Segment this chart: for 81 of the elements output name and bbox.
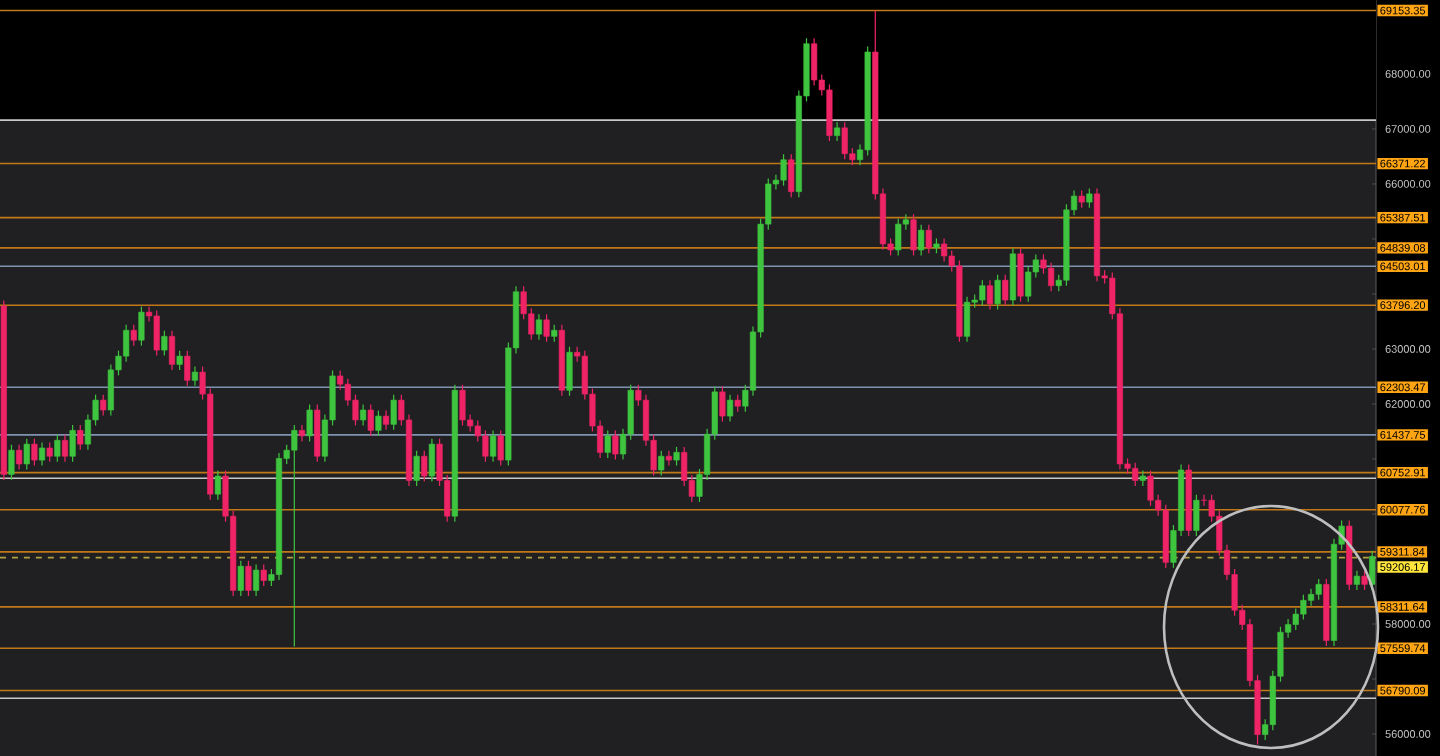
candlestick xyxy=(612,429,619,461)
candlestick xyxy=(1292,607,1299,631)
candlestick xyxy=(1139,469,1146,487)
candlestick xyxy=(390,394,397,431)
candlestick xyxy=(153,309,160,357)
candlestick xyxy=(46,441,53,463)
candlestick xyxy=(834,121,841,142)
candlestick xyxy=(16,444,23,471)
candlestick xyxy=(1353,570,1360,591)
candlestick xyxy=(826,83,833,142)
candlestick xyxy=(298,424,306,442)
candlestick xyxy=(214,469,221,501)
candlestick xyxy=(566,346,573,397)
candlestick xyxy=(497,429,504,467)
candlestick xyxy=(986,279,994,310)
candlestick xyxy=(994,274,1001,310)
candlestick xyxy=(161,330,168,357)
candlestick xyxy=(535,313,542,341)
candlestick xyxy=(918,224,925,257)
candlestick xyxy=(375,409,382,437)
candlestick xyxy=(841,121,848,160)
candlestick xyxy=(673,446,680,467)
candlestick xyxy=(176,350,183,371)
candlestick xyxy=(719,385,726,423)
candlestick xyxy=(490,429,497,463)
candlestick xyxy=(1002,274,1009,307)
candlestick xyxy=(77,424,84,451)
candlestick xyxy=(1361,570,1368,591)
candlestick xyxy=(23,438,30,471)
candlestick xyxy=(1300,594,1307,621)
candlestick xyxy=(168,330,176,371)
candlestick xyxy=(895,218,902,257)
candlestick xyxy=(54,434,61,463)
candlestick xyxy=(245,560,252,597)
candlestick xyxy=(925,224,932,254)
candlestick xyxy=(811,37,818,87)
candlestick xyxy=(1086,187,1093,209)
candlestick xyxy=(107,363,114,417)
candlestick xyxy=(191,365,198,387)
candlestick xyxy=(788,153,795,198)
candlestick xyxy=(780,153,787,187)
candlestick xyxy=(1193,494,1200,537)
candlestick xyxy=(383,409,390,431)
candlestick xyxy=(658,450,665,477)
candlestick xyxy=(727,394,734,423)
candlestick xyxy=(428,438,435,483)
candlestick xyxy=(413,450,420,487)
candlestick xyxy=(360,403,367,427)
candlestick xyxy=(1048,262,1055,292)
candlestick xyxy=(1315,578,1322,601)
candlestick xyxy=(123,324,130,363)
candlestick xyxy=(38,441,46,467)
candlestick xyxy=(100,394,107,417)
candlestick xyxy=(665,450,672,467)
candlestick xyxy=(604,429,611,459)
candlestick xyxy=(941,237,948,263)
candlestick xyxy=(482,429,489,463)
candlestick xyxy=(184,350,191,387)
candlestick xyxy=(963,296,971,343)
candlestick xyxy=(138,306,145,347)
candlestick xyxy=(314,403,321,463)
candlestick xyxy=(421,450,428,483)
candlestick xyxy=(1017,247,1024,303)
candlestick xyxy=(979,279,986,307)
candlestick xyxy=(459,384,466,427)
candlestick xyxy=(1132,462,1139,487)
candlestick xyxy=(31,438,38,467)
candlestick xyxy=(253,563,260,597)
candlestick xyxy=(237,560,244,597)
candlestick xyxy=(306,403,313,442)
candlestick xyxy=(1307,588,1315,607)
candlestick xyxy=(543,313,550,343)
candlestick xyxy=(1009,247,1016,307)
candlestick xyxy=(69,424,76,463)
candlestick xyxy=(260,563,267,587)
candlestick xyxy=(367,403,374,437)
candlestick xyxy=(291,424,298,648)
candlestick xyxy=(910,213,917,257)
candlestick xyxy=(61,434,69,463)
candlestick xyxy=(8,444,15,481)
candlestick xyxy=(130,324,137,347)
